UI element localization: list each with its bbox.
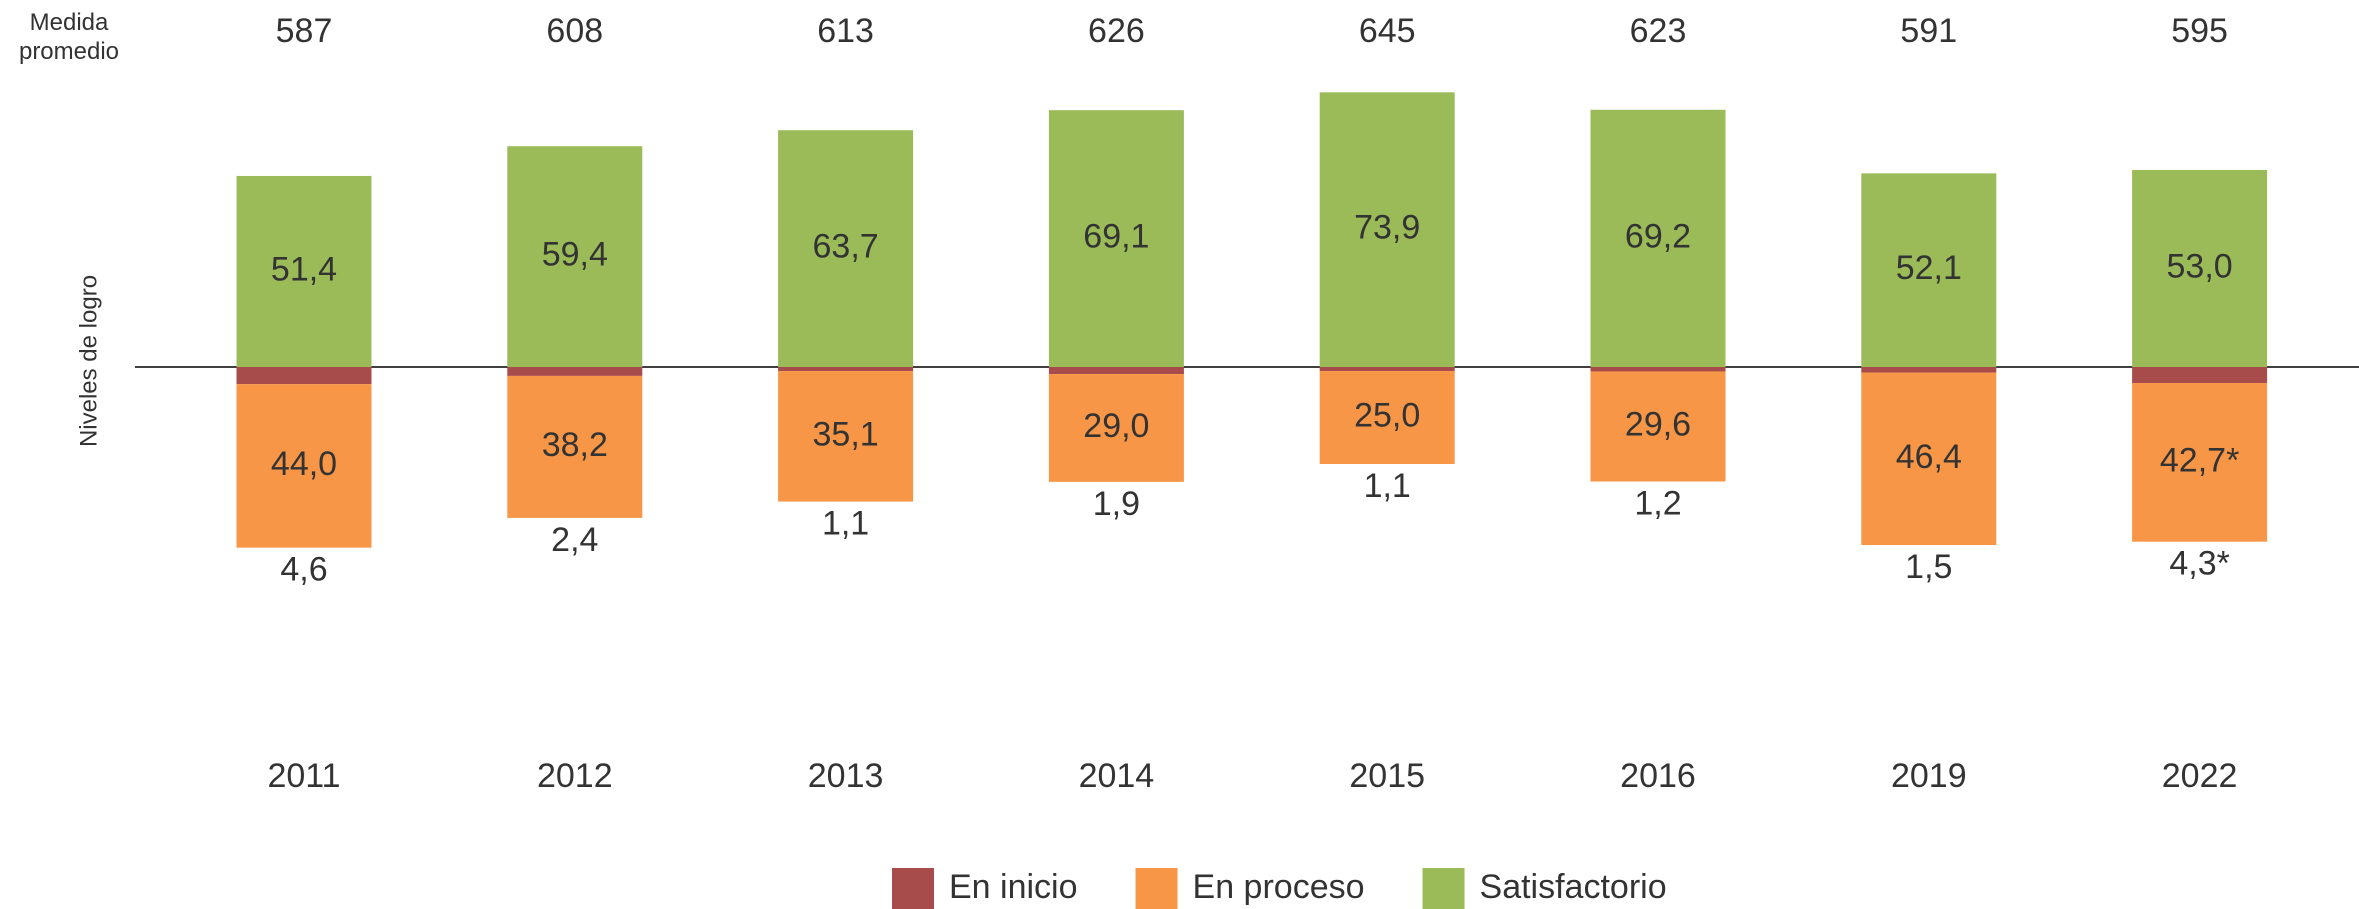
bar-segment [507,367,643,376]
x-tick-label: 2011 [267,757,340,795]
data-label: 1,5 [1905,548,1952,586]
bar-segment [778,367,914,372]
x-tick-label: 2016 [1620,757,1696,795]
bar-segment [507,375,643,518]
data-label: 42,7* [2160,441,2239,479]
legend-swatch [1135,868,1178,909]
bar-segment [2132,367,2268,383]
data-label: 29,6 [1625,405,1691,443]
x-tick-label: 2015 [1349,757,1425,795]
data-label: 25,0 [1354,397,1420,435]
legend-label: En inicio [949,868,1078,906]
bar-segment [778,371,914,502]
mean-label: Medida promedio [18,9,120,65]
data-label: 44,0 [271,445,337,483]
data-label: 46,4 [1896,438,1962,476]
bar-segment [2132,169,2268,367]
bar-segment [236,384,372,548]
data-label: 1,9 [1093,485,1140,523]
data-label: 35,1 [813,415,879,453]
data-label: 2,4 [551,521,598,559]
mean-value: 587 [276,12,333,50]
data-label: 51,4 [271,250,337,288]
bar-segment [1590,367,1726,372]
data-label: 59,4 [542,236,608,274]
x-tick-label: 2012 [537,757,613,795]
bar-segment [1861,173,1997,367]
data-label: 53,0 [2167,247,2233,285]
bar-segment [1590,109,1726,367]
data-label: 63,7 [813,228,879,266]
bar-segment [778,130,914,367]
bar-segment [2132,382,2268,542]
x-tick-label: 2013 [808,757,884,795]
x-tick-label: 2022 [2162,757,2238,795]
legend-label: En proceso [1193,868,1365,906]
data-label: 1,2 [1634,484,1681,522]
data-label: 69,2 [1625,217,1691,255]
bar-segment [1319,367,1455,372]
data-label: 52,1 [1896,249,1962,287]
bar-segment [1048,367,1184,375]
mean-value: 591 [1900,12,1957,50]
mean-value: 613 [817,12,874,50]
data-label: 1,1 [1364,467,1411,505]
bar-segment [1048,110,1184,367]
mean-value: 623 [1630,12,1687,50]
bar-segment [236,175,372,367]
data-label: 38,2 [542,426,608,464]
data-label: 73,9 [1354,209,1420,247]
data-label: 29,0 [1083,407,1149,445]
legend-label: Satisfactorio [1480,868,1667,906]
data-label: 4,3* [2169,545,2230,583]
x-tick-label: 2014 [1079,757,1155,795]
bar-segment [1319,92,1455,368]
x-tick-label: 2019 [1891,757,1967,795]
bar-segment [507,146,643,367]
mean-value: 626 [1088,12,1145,50]
bar-segment [1319,371,1455,465]
mean-value: 645 [1359,12,1416,50]
legend-swatch [892,868,934,909]
data-label: 69,1 [1083,218,1149,256]
bar-segment [236,367,372,385]
bar-segment [1861,367,1997,373]
bar-segment [1048,374,1184,482]
legend-swatch [1422,868,1465,909]
bar-segment [1590,371,1726,482]
bar-segment [1861,372,1997,546]
mean-value: 595 [2171,12,2228,50]
mean-value: 608 [546,12,603,50]
data-label: 1,1 [822,505,869,543]
data-label: 4,6 [280,551,327,589]
y-axis-label: Niveles de logro [75,275,102,447]
